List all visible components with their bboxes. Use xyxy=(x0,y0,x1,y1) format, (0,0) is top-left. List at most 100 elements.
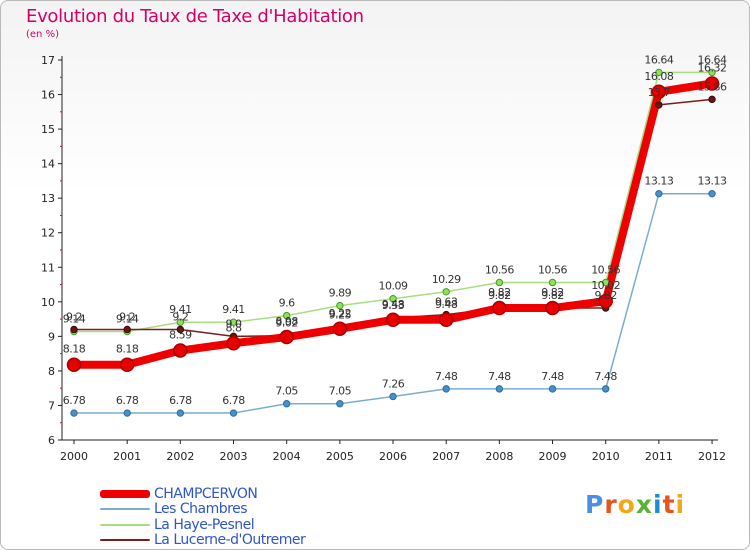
data-label-la-lucerne-d-outremer-2002: 9.2 xyxy=(172,310,188,323)
x-tick-label-2001: 2001 xyxy=(113,450,141,463)
x-tick-label-2007: 2007 xyxy=(432,450,460,463)
y-tick-label-11: 11 xyxy=(41,261,55,274)
legend-swatch-la-haye-pesnel xyxy=(100,523,150,526)
legend-label-la-lucerne-d-outremer: La Lucerne-d'Outremer xyxy=(154,532,306,549)
data-label-champcervon-2000: 8.18 xyxy=(63,343,86,356)
chart-legend: CHAMPCERVON Les Chambres La Haye-Pesnel La … xyxy=(100,486,306,549)
data-point-champcervon-2007 xyxy=(438,312,454,328)
data-label-la-lucerne-d-outremer-2012: 15.86 xyxy=(698,80,727,93)
logo-letter: i xyxy=(675,490,686,519)
data-point-les-chambres-2011 xyxy=(655,189,663,198)
data-label-les-chambres-2007: 7.48 xyxy=(435,370,458,383)
legend-swatch-les-chambres xyxy=(100,508,150,511)
data-point-champcervon-2009 xyxy=(545,300,560,316)
data-label-les-chambres-2005: 7.05 xyxy=(329,385,352,398)
data-label-champcervon-2006: 9.48 xyxy=(382,298,405,311)
data-point-champcervon-2003 xyxy=(226,336,241,351)
data-label-champcervon-2001: 8.18 xyxy=(116,343,139,356)
data-label-la-lucerne-d-outremer-2001: 9.2 xyxy=(119,310,135,323)
data-label-les-chambres-2012: 13.13 xyxy=(698,175,727,188)
data-label-la-lucerne-d-outremer-2004: 9.02 xyxy=(275,317,298,330)
data-label-la-haye-pesnel-2004: 9.6 xyxy=(279,297,295,310)
data-label-les-chambres-2004: 7.05 xyxy=(275,385,298,398)
y-tick-label-6: 6 xyxy=(48,434,55,447)
x-tick-label-2002: 2002 xyxy=(166,450,194,463)
x-tick-label-2008: 2008 xyxy=(485,450,513,463)
data-point-les-chambres-2004 xyxy=(282,400,291,408)
data-point-les-chambres-2000 xyxy=(70,409,78,417)
data-label-champcervon-2009: 9.82 xyxy=(541,286,564,299)
data-label-la-haye-pesnel-2000: 9.14 xyxy=(63,313,86,326)
legend-item-la-lucerne-d-outremer: La Lucerne-d'Outremer xyxy=(100,532,306,549)
data-label-champcervon-2011: 16.08 xyxy=(644,70,673,83)
data-point-la-haye-pesnel-2010 xyxy=(602,278,610,287)
data-point-champcervon-2002 xyxy=(173,343,188,358)
data-point-les-chambres-2007 xyxy=(442,385,450,393)
data-label-les-chambres-2006: 7.26 xyxy=(382,377,405,390)
x-tick-label-2003: 2003 xyxy=(220,450,248,463)
data-label-champcervon-2002: 8.59 xyxy=(169,329,192,342)
data-point-les-chambres-2005 xyxy=(336,400,344,408)
data-point-les-chambres-2009 xyxy=(548,385,557,393)
data-point-champcervon-2004 xyxy=(279,329,294,345)
data-label-les-chambres-2010: 7.48 xyxy=(594,370,617,383)
logo-letter: P xyxy=(585,490,605,519)
data-point-les-chambres-2003 xyxy=(229,409,238,417)
y-tick-label-17: 17 xyxy=(41,54,55,67)
data-point-la-lucerne-d-outremer-2011 xyxy=(655,101,663,109)
data-label-la-haye-pesnel-2003: 9.41 xyxy=(222,303,245,316)
data-point-la-haye-pesnel-2004 xyxy=(282,311,291,320)
data-label-la-haye-pesnel-2005: 9.89 xyxy=(329,287,352,300)
data-point-champcervon-2005 xyxy=(332,321,348,337)
data-point-les-chambres-2008 xyxy=(495,385,504,393)
data-point-champcervon-2008 xyxy=(492,300,507,316)
data-point-champcervon-2000 xyxy=(66,357,82,372)
data-label-la-lucerne-d-outremer-2000: 9.2 xyxy=(66,310,82,323)
data-label-la-lucerne-d-outremer-2006: 9.53 xyxy=(382,299,405,312)
x-tick-label-2005: 2005 xyxy=(326,450,354,463)
y-axis-unit-label: (en %) xyxy=(26,29,59,40)
data-point-la-lucerne-d-outremer-2001 xyxy=(123,325,131,334)
data-point-les-chambres-2001 xyxy=(123,409,131,417)
x-tick-label-2011: 2011 xyxy=(645,450,673,463)
data-label-les-chambres-2001: 6.78 xyxy=(116,394,139,407)
data-point-les-chambres-2006 xyxy=(389,392,397,401)
data-label-la-lucerne-d-outremer-2008: 9.82 xyxy=(488,289,511,302)
y-tick-label-13: 13 xyxy=(41,192,55,205)
y-tick-label-9: 9 xyxy=(48,330,55,343)
data-label-champcervon-2005: 9.22 xyxy=(329,307,352,320)
data-label-la-haye-pesnel-2006: 10.09 xyxy=(379,280,408,293)
data-point-la-haye-pesnel-2006 xyxy=(389,295,397,303)
data-label-la-lucerne-d-outremer-2003: 9.0 xyxy=(226,317,242,330)
y-tick-label-7: 7 xyxy=(48,399,55,412)
legend-item-les-chambres: Les Chambres xyxy=(100,501,305,518)
data-point-la-lucerne-d-outremer-2002 xyxy=(176,325,185,334)
legend-label-les-chambres: Les Chambres xyxy=(154,501,248,518)
legend-item-champcervon: CHAMPCERVON xyxy=(100,486,305,502)
data-point-la-haye-pesnel-2011 xyxy=(655,68,663,77)
legend-label-champcervon: CHAMPCERVON xyxy=(154,485,258,502)
logo-letter: t xyxy=(662,490,676,519)
y-tick-label-12: 12 xyxy=(41,227,55,240)
data-label-champcervon-2012: 16.32 xyxy=(698,61,727,74)
data-label-les-chambres-2002: 6.78 xyxy=(169,394,192,407)
data-point-champcervon-2012 xyxy=(704,76,720,91)
data-point-les-chambres-2010 xyxy=(602,385,610,393)
data-point-la-lucerne-d-outremer-2012 xyxy=(708,95,716,104)
data-label-la-lucerne-d-outremer-2010: 9.82 xyxy=(594,289,617,302)
y-tick-label-10: 10 xyxy=(41,296,55,309)
data-point-la-haye-pesnel-2007 xyxy=(442,288,450,296)
x-tick-label-2000: 2000 xyxy=(60,450,88,463)
logo-letter: r xyxy=(604,490,618,519)
data-label-les-chambres-2000: 6.78 xyxy=(63,394,86,407)
data-point-les-chambres-2012 xyxy=(708,189,716,198)
data-label-les-chambres-2008: 7.48 xyxy=(488,370,511,383)
data-point-champcervon-2010 xyxy=(598,293,613,309)
y-tick-label-14: 14 xyxy=(41,158,55,171)
data-label-les-chambres-2009: 7.48 xyxy=(541,370,564,383)
data-label-la-lucerne-d-outremer-2011: 15.7 xyxy=(648,86,671,99)
data-point-champcervon-2001 xyxy=(119,357,135,372)
data-label-la-haye-pesnel-2008: 10.56 xyxy=(485,263,514,276)
x-tick-label-2009: 2009 xyxy=(539,450,567,463)
